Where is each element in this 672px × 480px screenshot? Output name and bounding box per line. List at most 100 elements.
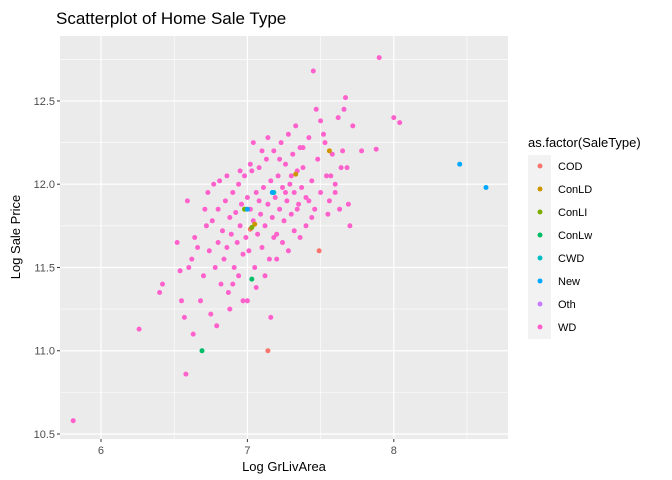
point-wd (136, 326, 142, 332)
legend-label-conlw: ConLw (558, 230, 592, 242)
y-axis: 10.5 11.0 11.5 12.0 12.5 (34, 96, 60, 441)
point-cod (316, 248, 322, 254)
point-conlw (199, 348, 205, 354)
point-wd (236, 181, 242, 187)
point-wd (224, 173, 230, 179)
point-wd (281, 218, 287, 224)
legend-key-conlw (537, 232, 543, 238)
point-wd (253, 285, 259, 290)
point-wd (328, 173, 334, 179)
point-wd (299, 185, 305, 190)
point-wd (234, 240, 240, 245)
legend-keys: COD ConLD ConLI ConLw CWD New Oth WD (528, 155, 592, 339)
x-tick-label: 6 (98, 445, 104, 457)
plot-panel (60, 36, 508, 439)
point-wd (277, 156, 283, 162)
point-wd (203, 223, 209, 229)
point-wd (160, 281, 165, 287)
legend-key-oth (537, 301, 543, 307)
point-wd (326, 198, 332, 204)
point-wd (157, 290, 163, 295)
point-wd (274, 231, 280, 237)
point-wd (242, 173, 247, 179)
point-wd (315, 156, 321, 162)
point-wd (215, 206, 221, 212)
legend-label-new: New (558, 276, 580, 288)
point-wd (322, 140, 328, 146)
point-wd (313, 106, 319, 112)
point-wd (218, 281, 224, 287)
point-wd (244, 298, 250, 304)
point-wd (268, 314, 274, 320)
point-wd (274, 256, 280, 262)
point-wd (335, 115, 341, 121)
point-wd (266, 256, 272, 262)
point-wd (237, 223, 243, 229)
point-wd (312, 206, 318, 212)
legend-key-conli (537, 209, 543, 215)
point-wd (177, 268, 183, 274)
point-wd (373, 146, 379, 152)
point-wd (212, 265, 218, 270)
point-wd (285, 248, 291, 254)
point-conlw (249, 276, 255, 282)
point-wd (220, 228, 225, 234)
point-new (244, 206, 250, 212)
point-wd (252, 265, 258, 270)
point-wd (283, 161, 288, 167)
point-wd (225, 290, 231, 295)
point-wd (278, 140, 284, 146)
point-wd (291, 190, 297, 195)
point-wd (338, 165, 344, 171)
point-wd (283, 190, 288, 195)
point-wd (231, 265, 237, 270)
point-wd (190, 331, 196, 337)
legend-key-cod (537, 163, 543, 169)
point-wd (325, 211, 331, 217)
point-conld (326, 148, 332, 154)
point-wd (280, 185, 285, 190)
point-wd (287, 181, 293, 187)
data-points (70, 55, 489, 424)
point-wd (179, 298, 184, 304)
point-wd (310, 68, 316, 74)
point-wd (341, 106, 347, 112)
legend-key-wd (537, 324, 543, 330)
point-wd (343, 95, 348, 101)
point-wd (397, 120, 403, 126)
point-wd (265, 135, 271, 141)
point-wd (230, 190, 236, 195)
point-wd (174, 240, 180, 245)
point-wd (285, 131, 291, 137)
point-wd (258, 211, 264, 217)
point-wd (189, 256, 195, 262)
point-wd (201, 273, 206, 279)
point-wd (291, 228, 297, 234)
point-wd (288, 211, 294, 217)
point-wd (347, 223, 353, 229)
point-wd (337, 206, 343, 212)
y-tick-label: 12.0 (34, 179, 55, 191)
legend-label-conli: ConLI (558, 207, 587, 219)
point-wd (240, 298, 246, 304)
point-wd (217, 178, 223, 184)
point-wd (297, 235, 303, 240)
point-wd (329, 151, 335, 157)
legend-key-cwd (537, 255, 543, 261)
point-wd (332, 190, 338, 195)
grid-minor (60, 36, 508, 439)
point-wd (202, 206, 208, 212)
point-wd (391, 115, 397, 121)
point-wd (324, 173, 329, 179)
y-axis-title: Log Sale Price (8, 195, 23, 280)
point-wd (233, 210, 239, 215)
point-new (483, 185, 489, 190)
point-wd (227, 306, 233, 312)
point-wd (224, 245, 230, 250)
legend-key-conld (537, 186, 543, 192)
chart-title: Scatterplot of Home Sale Type (56, 9, 286, 28)
point-wd (70, 418, 76, 424)
point-wd (350, 123, 356, 129)
point-wd (261, 185, 266, 190)
